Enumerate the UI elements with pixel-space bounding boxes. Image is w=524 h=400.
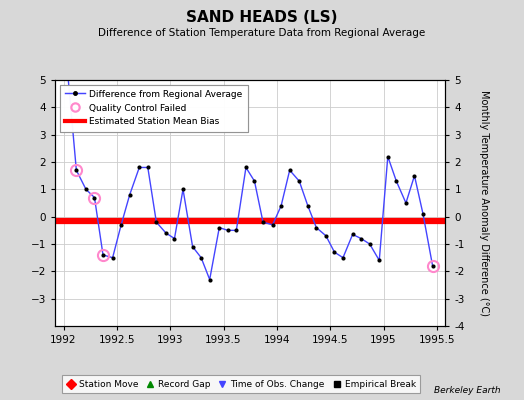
- Legend: Difference from Regional Average, Quality Control Failed, Estimated Station Mean: Difference from Regional Average, Qualit…: [60, 84, 248, 132]
- Text: Berkeley Earth: Berkeley Earth: [434, 386, 500, 395]
- Text: SAND HEADS (LS): SAND HEADS (LS): [186, 10, 338, 25]
- Text: Difference of Station Temperature Data from Regional Average: Difference of Station Temperature Data f…: [99, 28, 425, 38]
- Y-axis label: Monthly Temperature Anomaly Difference (°C): Monthly Temperature Anomaly Difference (…: [479, 90, 489, 316]
- Legend: Station Move, Record Gap, Time of Obs. Change, Empirical Break: Station Move, Record Gap, Time of Obs. C…: [62, 376, 420, 394]
